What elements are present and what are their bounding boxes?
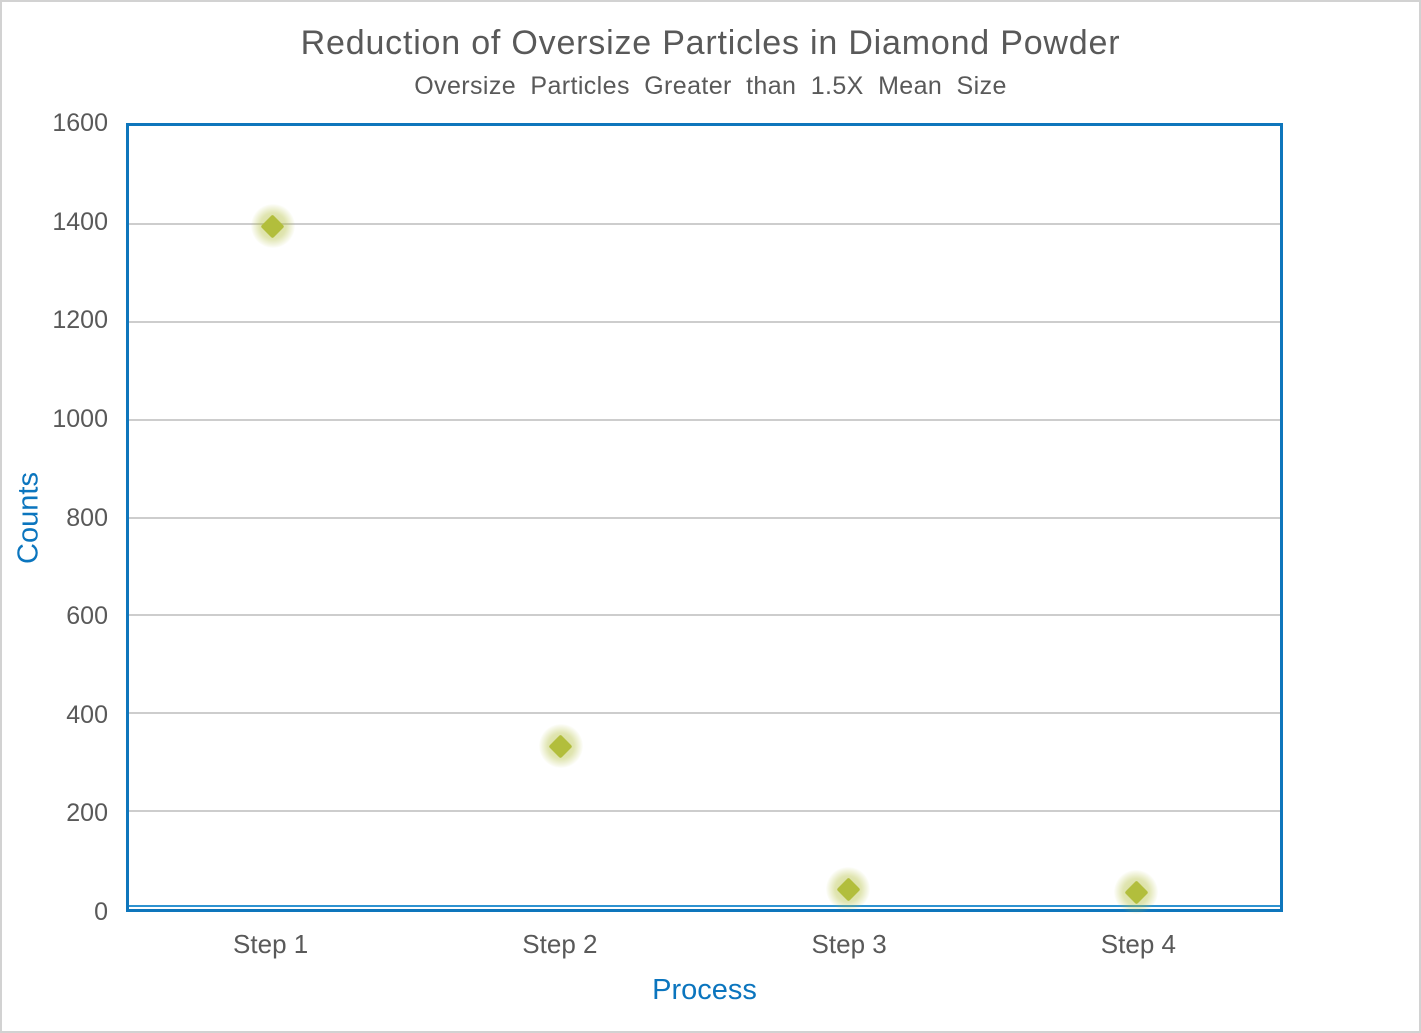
gridline-y-1000 (129, 418, 1280, 421)
y-tick-label-0: 0 (94, 898, 108, 926)
gridline-y-200 (129, 810, 1280, 813)
gridline-y-600 (129, 614, 1280, 617)
x-tick-label-4: Step 4 (1100, 929, 1176, 959)
y-tick-label-1200: 1200 (52, 306, 108, 335)
gridline-y-800 (129, 516, 1280, 519)
gridline-y-1400 (129, 222, 1280, 225)
y-tick-label-600: 600 (66, 602, 108, 631)
x-tick-label-2: Step 2 (522, 929, 598, 959)
plot-area (126, 123, 1283, 915)
y-tick-label-1000: 1000 (52, 404, 108, 433)
gridline-y-400 (129, 712, 1280, 715)
chart-title: Reduction of Oversize Particles in Diamo… (300, 24, 1121, 62)
x-axis-title: Process (652, 974, 757, 1006)
chart-subtitle: Oversize Particles Greater than 1.5X Mea… (414, 72, 1007, 100)
x-tick-label-3: Step 3 (811, 929, 887, 959)
y-tick-label-1400: 1400 (52, 207, 108, 236)
y-tick-label-800: 800 (66, 503, 108, 532)
y-tick-label-200: 200 (66, 799, 108, 828)
y-tick-label-1600: 1600 (52, 109, 108, 137)
y-tick-label-400: 400 (66, 700, 108, 729)
x-tick-label-1: Step 1 (233, 929, 309, 959)
x-axis-line (129, 905, 1280, 907)
y-axis-ticks: 0 200 400 600 800 1000 1200 1400 1600 (2, 109, 108, 926)
x-axis-ticks: Step 1 Step 2 Step 3 Step 4 (126, 929, 1283, 963)
gridline-y-1200 (129, 320, 1280, 323)
